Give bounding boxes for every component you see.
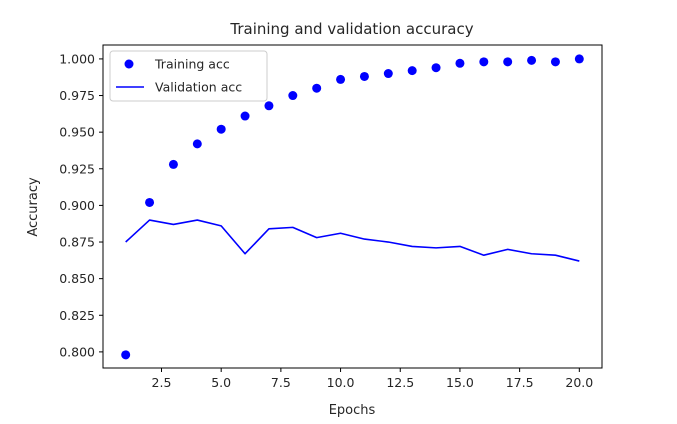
training-acc-point <box>145 197 155 207</box>
training-acc-point <box>336 74 346 84</box>
x-tick-label: 15.0 <box>446 375 474 390</box>
x-axis-ticks: 2.5 5.0 7.5 10.0 12.5 15.0 17.5 20.0 <box>152 368 593 390</box>
y-axis-label: Accuracy <box>26 177 41 237</box>
training-acc-point <box>359 71 369 81</box>
y-tick-label: 0.925 <box>59 161 95 176</box>
training-acc-point <box>240 111 250 121</box>
training-acc-point <box>312 83 322 93</box>
x-tick-label: 17.5 <box>506 375 534 390</box>
training-acc-point <box>383 69 393 79</box>
training-acc-point <box>527 55 537 65</box>
legend: Training acc Validation acc <box>109 50 268 102</box>
training-acc-point <box>574 54 584 64</box>
training-acc-point <box>121 350 131 360</box>
legend-label-validation: Validation acc <box>155 80 242 95</box>
training-acc-point <box>264 101 274 111</box>
x-tick-label: 20.0 <box>565 375 593 390</box>
y-tick-label: 0.900 <box>59 198 95 213</box>
chart-title: Training and validation accuracy <box>229 20 473 38</box>
training-acc-point <box>407 66 417 76</box>
plot-area <box>121 54 584 360</box>
training-acc-point <box>288 91 298 101</box>
x-tick-label: 5.0 <box>211 375 231 390</box>
y-tick-label: 0.975 <box>59 88 95 103</box>
training-acc-point <box>479 57 489 67</box>
training-acc-point <box>503 57 513 67</box>
legend-box <box>109 50 268 102</box>
training-acc-point <box>216 124 226 134</box>
x-tick-label: 12.5 <box>386 375 414 390</box>
training-acc-point <box>168 159 178 169</box>
y-tick-label: 0.825 <box>59 308 95 323</box>
x-tick-label: 10.0 <box>327 375 355 390</box>
y-tick-label: 0.850 <box>59 271 95 286</box>
x-tick-label: 2.5 <box>152 375 172 390</box>
training-acc-point <box>455 58 465 68</box>
training-acc-point <box>431 63 441 73</box>
validation-acc-line <box>125 219 580 262</box>
y-axis-ticks: 0.800 0.825 0.850 0.875 0.900 0.925 0.950 0.975… <box>59 51 103 359</box>
training-acc-point <box>550 57 560 67</box>
axes-frame <box>102 44 603 369</box>
legend-marker-training <box>124 59 134 69</box>
x-axis-label: Epochs <box>329 403 376 418</box>
y-tick-label: 0.800 <box>59 344 95 359</box>
legend-label-training: Training acc <box>154 57 230 72</box>
training-acc-point <box>192 139 202 149</box>
x-tick-label: 7.5 <box>271 375 291 390</box>
y-tick-label: 0.950 <box>59 125 95 140</box>
y-tick-label: 1.000 <box>59 51 95 66</box>
y-tick-label: 0.875 <box>59 235 95 250</box>
